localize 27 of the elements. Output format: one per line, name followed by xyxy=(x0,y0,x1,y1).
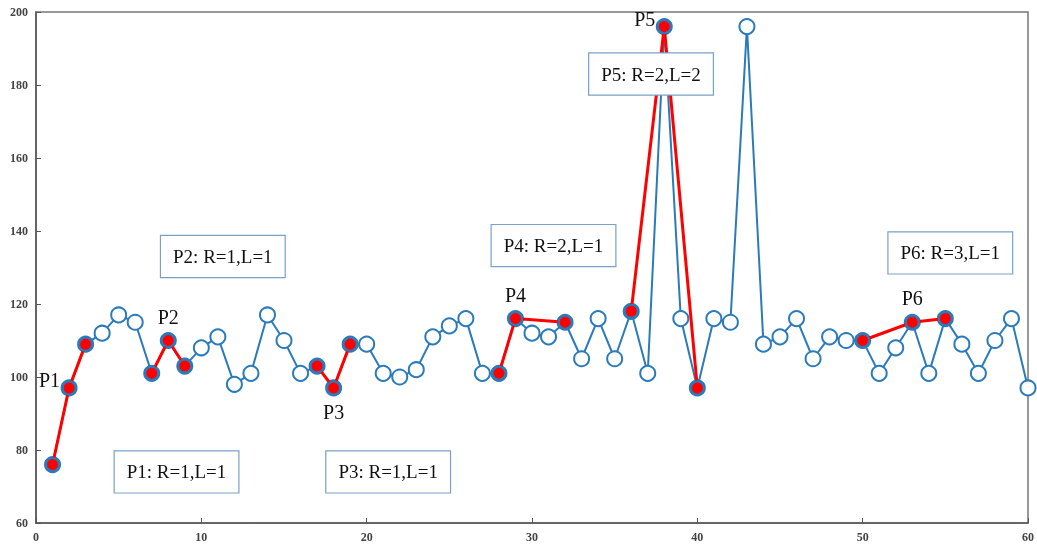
x-tick-label: 10 xyxy=(195,530,208,544)
annotation: P6: R=3,L=1 xyxy=(900,242,1001,264)
annotation: P3: R=1,L=1 xyxy=(338,461,438,483)
x-tick-label: 0 xyxy=(33,530,39,544)
x-tick-label: 30 xyxy=(526,530,538,544)
y-tick-label: 200 xyxy=(10,5,28,19)
x-tick-label: 20 xyxy=(360,530,373,544)
x-tick-label: 40 xyxy=(691,530,704,544)
y-tick-label: 160 xyxy=(10,151,28,165)
y-tick-label: 60 xyxy=(16,516,28,530)
y-tick-label: 180 xyxy=(10,78,28,92)
annotation: P6 xyxy=(901,287,923,310)
annotation: P3 xyxy=(323,400,345,423)
y-tick-label: 120 xyxy=(10,297,28,311)
y-tick-label: 80 xyxy=(16,443,28,457)
annotation: P4: R=2,L=1 xyxy=(503,235,604,257)
x-tick-label: 60 xyxy=(1022,530,1034,544)
x-tick-label: 50 xyxy=(856,530,869,544)
y-tick-label: 100 xyxy=(10,370,28,384)
annotation: P4 xyxy=(504,283,527,306)
annotation: P5 xyxy=(634,7,656,30)
annotation: P1 xyxy=(38,368,61,391)
annotation: P1: R=1,L=1 xyxy=(126,461,227,483)
y-tick-label: 140 xyxy=(10,224,28,238)
annotation: P5: R=2,L=2 xyxy=(601,63,701,85)
annotation: P2: R=1,L=1 xyxy=(173,246,273,268)
annotation: P2 xyxy=(157,305,179,328)
